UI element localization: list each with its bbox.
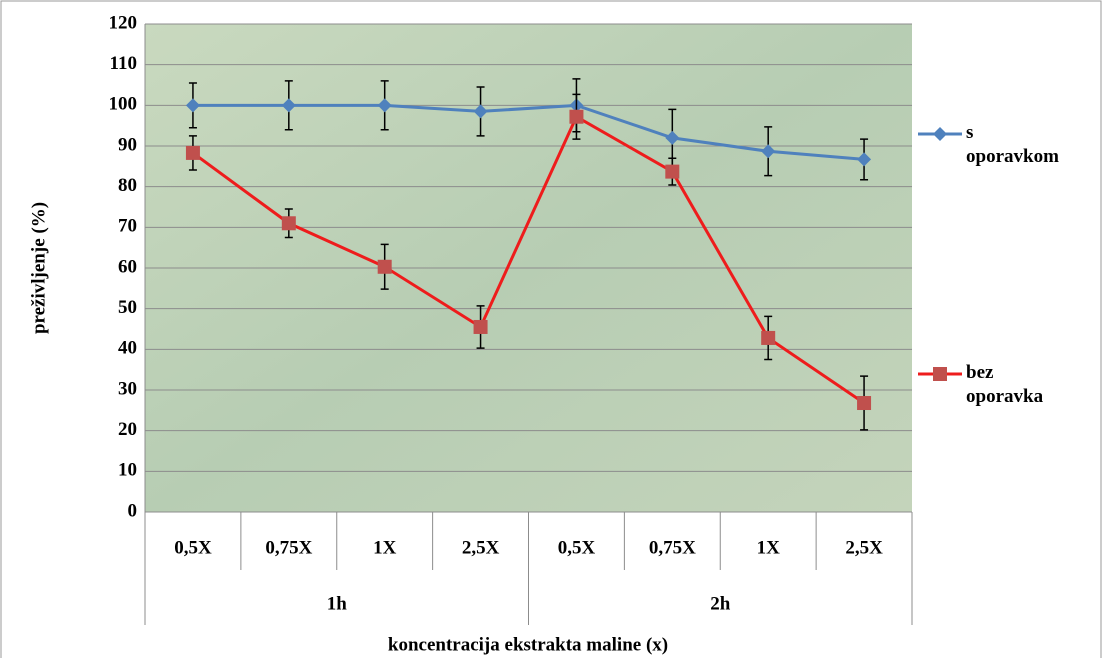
marker [569, 110, 583, 124]
category-group-label: 2h [710, 593, 731, 614]
marker [857, 396, 871, 410]
x-tick-label: 0,75X [265, 537, 312, 558]
x-tick-label: 0,5X [174, 537, 212, 558]
page: preživljenje (%) koncentracija ekstrakta… [0, 0, 1103, 658]
marker [186, 146, 200, 160]
y-tick-label: 10 [118, 460, 137, 481]
y-tick-label: 100 [109, 94, 138, 115]
marker [665, 165, 679, 179]
marker [282, 216, 296, 230]
y-tick-label: 120 [109, 12, 138, 33]
y-tick-label: 70 [118, 216, 137, 237]
legend-marker [933, 367, 947, 381]
chart: preživljenje (%) koncentracija ekstrakta… [0, 0, 1103, 658]
y-tick-label: 110 [110, 53, 137, 74]
y-tick-label: 80 [118, 175, 137, 196]
legend-label: s oporavkom [966, 121, 1066, 169]
y-tick-label: 30 [118, 378, 137, 399]
y-tick-label: 90 [118, 134, 137, 155]
y-axis-title: preživljenje (%) [28, 202, 49, 334]
marker [474, 320, 488, 334]
x-tick-label: 1X [757, 537, 781, 558]
y-tick-label: 40 [118, 338, 137, 359]
marker [761, 331, 775, 345]
x-tick-label: 2,5X [845, 537, 883, 558]
category-group-label: 1h [327, 593, 348, 614]
y-tick-label: 50 [118, 297, 137, 318]
legend-label: bez oporavka [966, 361, 1066, 409]
x-axis-title: koncentracija ekstrakta maline (x) [388, 634, 668, 655]
marker [378, 260, 392, 274]
x-tick-label: 1X [373, 537, 397, 558]
y-tick-label: 60 [118, 256, 137, 277]
y-tick-label: 20 [118, 419, 137, 440]
x-tick-label: 0,75X [649, 537, 696, 558]
x-tick-label: 0,5X [558, 537, 596, 558]
x-tick-label: 2,5X [462, 537, 500, 558]
y-tick-label: 0 [128, 500, 138, 521]
